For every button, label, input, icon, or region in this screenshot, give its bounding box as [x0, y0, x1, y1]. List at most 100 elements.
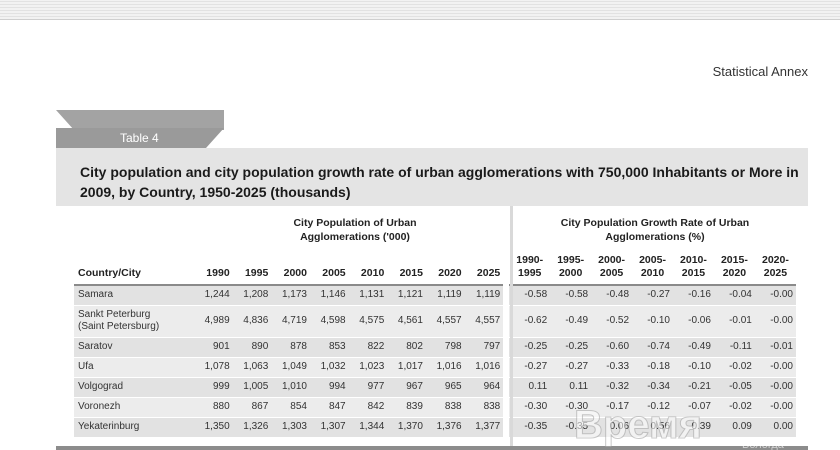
growth-rate-cell: -0.52 [591, 305, 633, 338]
city-name: Ufa [78, 361, 94, 372]
rate-period-start: 2005- [639, 254, 666, 266]
population-cell: 853 [309, 337, 349, 358]
rate-period-start: 2000- [598, 254, 626, 266]
population-cell: 1,370 [387, 417, 426, 438]
population-cell: 4,598 [309, 305, 349, 338]
table-row: Samara 1,244 1,208 1,173 1,146 1,131 1,121 1,11… [74, 285, 796, 306]
population-cell: 967 [387, 377, 426, 398]
growth-rate-cell: -0.00 [754, 397, 796, 418]
population-cell: 890 [232, 337, 272, 358]
population-cell: 999 [194, 377, 233, 398]
rate-period-start: 1990- [516, 254, 544, 266]
growth-rate-cell: -0.00 [754, 357, 796, 378]
column-header-pop-6: 2020 [425, 254, 465, 286]
population-cell: 1,078 [194, 357, 233, 378]
group-divider [510, 206, 513, 450]
growth-rate-cell: 0.09 [713, 417, 755, 438]
growth-rate-cell: -0.17 [591, 397, 633, 418]
column-separator [503, 305, 510, 337]
growth-rate-cell: -0.02 [713, 397, 755, 418]
table-tab-top [56, 110, 224, 130]
population-cell: 965 [425, 377, 465, 398]
city-name-cell: Yekaterinburg [74, 417, 194, 438]
rate-period-start: 1995- [557, 254, 585, 266]
growth-rate-cell: -0.25 [509, 337, 551, 358]
population-cell: 4,557 [464, 305, 504, 338]
column-header-pop-3: 2005 [309, 254, 349, 286]
growth-rate-cell: -0.74 [632, 337, 673, 358]
population-cell: 964 [464, 377, 504, 398]
population-cell: 1,063 [232, 357, 272, 378]
city-name-cell: Voronezh [74, 397, 194, 418]
population-cell: 1,173 [271, 285, 310, 306]
growth-rate-cell: -0.30 [550, 397, 592, 418]
table-header-row: Country/City 1990 1995 2000 2005 2010 2015 202… [74, 254, 796, 286]
growth-rate-cell: -0.27 [550, 357, 592, 378]
column-separator [503, 337, 510, 357]
rate-period-end: 2005 [599, 267, 624, 279]
population-cell: 994 [309, 377, 349, 398]
column-header-rate-5: 2015- 2020 [713, 254, 755, 286]
growth-rate-cell: -0.02 [713, 357, 755, 378]
title-band [56, 148, 808, 206]
city-name: Yekaterinburg [78, 421, 140, 432]
population-cell: 4,557 [425, 305, 465, 338]
population-cell: 1,131 [348, 285, 388, 306]
column-separator [503, 285, 510, 305]
column-header-pop-5: 2015 [387, 254, 426, 286]
growth-rate-cell: -0.58 [509, 285, 551, 306]
population-cell: 1,119 [464, 285, 504, 306]
table-title: City population and city population grow… [80, 164, 799, 200]
population-cell: 1,376 [425, 417, 465, 438]
rate-period-end: 2010 [640, 267, 665, 279]
column-header-rate-1: 1995- 2000 [550, 254, 592, 286]
growth-rate-cell: -0.49 [550, 305, 592, 338]
population-cell: 847 [309, 397, 349, 418]
table-bottom-strip [56, 446, 808, 450]
growth-rate-cell: -0.62 [509, 305, 551, 338]
population-cell: 1,344 [348, 417, 388, 438]
growth-rate-cell: -0.58 [550, 285, 592, 306]
population-cell: 1,023 [348, 357, 388, 378]
population-cell: 802 [387, 337, 426, 358]
growth-rate-cell: -0.34 [632, 377, 673, 398]
population-cell: 4,561 [387, 305, 426, 338]
population-cell: 4,719 [271, 305, 310, 338]
population-cell: 1,016 [464, 357, 504, 378]
population-cell: 1,146 [309, 285, 349, 306]
annex-label: Statistical Annex [712, 64, 808, 79]
column-header-pop-2: 2000 [271, 254, 310, 286]
rate-period-end: 2025 [763, 267, 788, 279]
population-cell: 838 [425, 397, 465, 418]
table-row: Sankt Peterburg (Saint Petersburg) 4,989 4,… [74, 305, 796, 338]
city-name-cell: Saratov [74, 337, 194, 358]
growth-rate-cell: -0.00 [754, 305, 796, 338]
population-cell: 1,017 [387, 357, 426, 378]
growth-rate-cell: 0.00 [754, 417, 796, 438]
column-header-city: Country/City [74, 254, 194, 286]
column-header-rate-6: 2020- 2025 [754, 254, 796, 286]
population-cell: 1,010 [271, 377, 310, 398]
population-cell: 1,049 [271, 357, 310, 378]
population-cell: 880 [194, 397, 233, 418]
growth-rate-cell: -0.60 [591, 337, 633, 358]
column-header-rate-4: 2010- 2015 [673, 254, 714, 286]
growth-rate-cell: -0.11 [713, 337, 755, 358]
city-name-cell: Ufa [74, 357, 194, 378]
population-cell: 822 [348, 337, 388, 358]
growth-rate-cell: -0.21 [673, 377, 714, 398]
column-header-rate-0: 1990- 1995 [509, 254, 551, 286]
growth-rate-cell: -0.16 [673, 285, 714, 306]
rate-period-end: 2000 [558, 267, 583, 279]
population-cell: 878 [271, 337, 310, 358]
growth-rate-cell: -0.18 [632, 357, 673, 378]
column-header-pop-1: 1995 [232, 254, 272, 286]
population-cell: 1,350 [194, 417, 233, 438]
growth-rate-cell: -0.05 [713, 377, 755, 398]
growth-rate-cell: -0.33 [591, 357, 633, 378]
city-name: Sankt Peterburg [78, 309, 151, 320]
growth-rate-cell: -0.01 [713, 305, 755, 338]
city-alt-name: (Saint Petersburg) [78, 321, 160, 332]
table-row: Yekaterinburg 1,350 1,326 1,303 1,307 1,344 1,… [74, 417, 796, 438]
growth-rate-cell: -0.27 [509, 357, 551, 378]
